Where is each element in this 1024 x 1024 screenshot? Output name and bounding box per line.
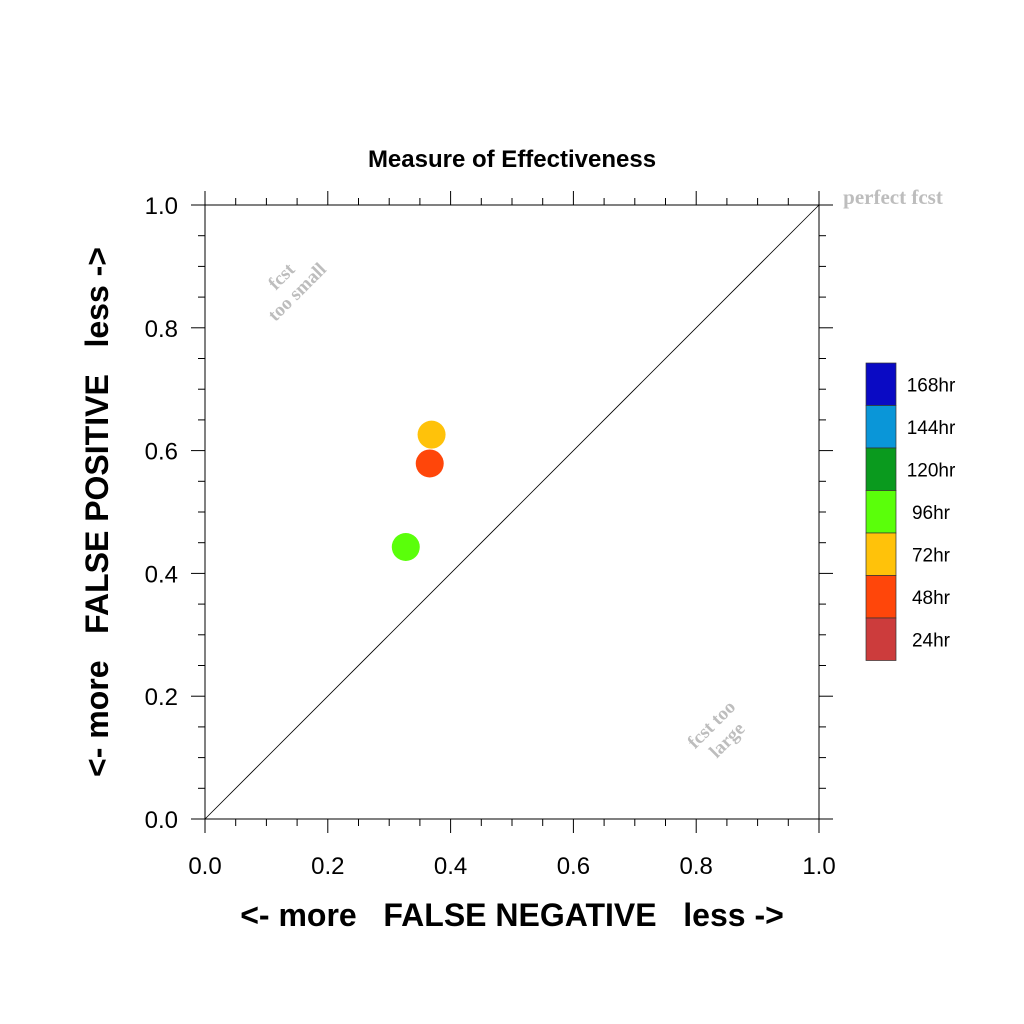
y-tick-label: 0.2 — [145, 684, 178, 711]
data-point-72hr — [417, 420, 446, 449]
x-tick-label: 0.4 — [434, 853, 467, 880]
legend-label-144hr: 144hr — [907, 418, 956, 439]
data-points — [391, 420, 446, 561]
y-tick-label: 1.0 — [145, 193, 178, 220]
x-tick-label: 1.0 — [802, 853, 835, 880]
legend-swatch-24hr — [865, 617, 897, 661]
perfect-forecast-label: perfect fcst — [843, 185, 943, 209]
y-axis-label: <- more FALSE POSITIVE less -> — [79, 247, 115, 777]
too-small-annotation: fcst too small — [264, 259, 331, 326]
legend-swatch-168hr — [865, 362, 897, 406]
x-tick-label: 0.0 — [188, 853, 221, 880]
legend-label-24hr: 24hr — [912, 630, 951, 651]
y-tick-label: 0.6 — [145, 439, 178, 466]
x-tick-label: 0.2 — [311, 853, 344, 880]
legend-swatch-96hr — [865, 490, 897, 534]
legend-label-168hr: 168hr — [907, 375, 956, 396]
y-tick-label: 0.0 — [145, 807, 178, 834]
x-tick-labels: 0.0 0.2 0.4 0.6 0.8 1.0 — [188, 853, 835, 880]
x-tick-label: 0.8 — [680, 853, 713, 880]
data-point-96hr — [391, 532, 420, 561]
legend-label-72hr: 72hr — [912, 545, 951, 566]
x-tick-label: 0.6 — [557, 853, 590, 880]
legend-label-48hr: 48hr — [912, 588, 951, 609]
legend-label-120hr: 120hr — [907, 460, 956, 481]
chart-title: Measure of Effectiveness — [368, 146, 656, 173]
y-tick-labels: 0.0 0.2 0.4 0.6 0.8 1.0 — [145, 193, 178, 834]
legend: 168hr 144hr 120hr 96hr 72hr 48hr 24hr — [865, 362, 956, 661]
y-tick-label: 0.8 — [145, 316, 178, 343]
x-axis-label: <- more FALSE NEGATIVE less -> — [240, 897, 784, 933]
data-point-48hr — [415, 449, 444, 478]
diagonal-line — [204, 204, 820, 820]
legend-swatch-120hr — [865, 447, 897, 491]
legend-label-96hr: 96hr — [912, 503, 951, 524]
legend-swatch-48hr — [865, 575, 897, 619]
legend-swatch-144hr — [865, 405, 897, 449]
plot-area: 0.0 0.2 0.4 0.6 0.8 1.0 0.0 0.2 0.4 0.6 0.8 1.0 — [145, 191, 836, 880]
legend-swatch-72hr — [865, 532, 897, 576]
too-large-annotation: fcst too large — [684, 697, 750, 763]
axis-ticks — [191, 191, 833, 833]
y-tick-label: 0.4 — [145, 561, 178, 588]
